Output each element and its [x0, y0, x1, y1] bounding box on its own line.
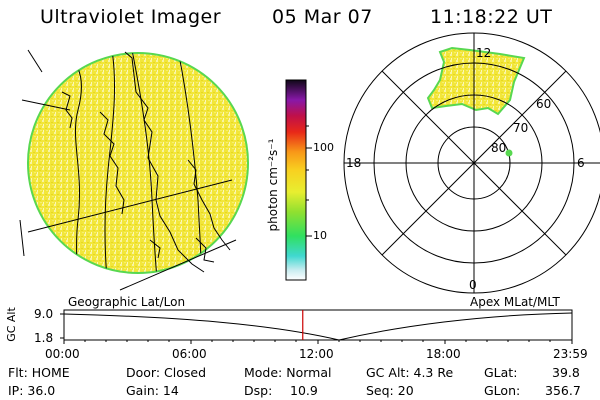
timeline-xtick-0000: 00:00 [45, 347, 80, 361]
colorbar-unit-label: photon cm⁻²s⁻¹ [266, 138, 280, 232]
mlat-label-80: 80 [491, 141, 507, 155]
status-flt: Flt: HOME [8, 365, 70, 380]
apex-panel-label: Apex MLat/MLT [470, 295, 560, 309]
auroral-oval-image [426, 46, 526, 116]
date-label: 05 Mar 07 [272, 6, 373, 28]
colorbar [285, 79, 312, 281]
status-ip: IP: 36.0 [8, 383, 56, 398]
timeline-axis-label: GC Alt [4, 307, 18, 342]
status-dsp-value: 10.9 [290, 383, 318, 398]
colorbar-tick-100: 100 [313, 141, 334, 154]
timeline-xtick-0600: 06:00 [172, 347, 207, 361]
timeline-ytick-1.8: 1.8 [34, 331, 54, 345]
status-mode: Mode: Normal [244, 365, 332, 380]
mlt-label-0: 0 [469, 278, 477, 292]
timeline-xtick-2359: 23:59 [553, 347, 588, 361]
mlt-label-12: 12 [476, 46, 492, 60]
mlt-label-18: 18 [346, 156, 362, 170]
mlat-label-60: 60 [536, 97, 552, 111]
timeline-xtick-1200: 12:00 [299, 347, 334, 361]
timeline-ytick-9: 9.0 [34, 307, 54, 321]
status-dsp: Dsp: [244, 383, 273, 398]
app-title: Ultraviolet Imager [40, 6, 222, 28]
globe-image [19, 49, 249, 291]
polar-plot [343, 32, 600, 294]
colorbar-tick-10: 10 [313, 229, 327, 242]
status-gain: Gain: 14 [126, 383, 179, 398]
status-glat: GLat: [484, 365, 518, 380]
altitude-timeline [60, 309, 573, 344]
mlt-label-6: 6 [577, 156, 585, 170]
geographic-panel-label: Geographic Lat/Lon [68, 295, 186, 309]
status-glon: GLon: [484, 383, 521, 398]
timeline-xtick-1800: 18:00 [426, 347, 461, 361]
mlat-label-70: 70 [513, 121, 529, 135]
status-door: Door: Closed [126, 365, 207, 380]
status-glat-value: 39.8 [552, 365, 580, 380]
time-label: 11:18:22 UT [430, 6, 553, 28]
status-gc-alt: GC Alt: 4.3 Re [366, 365, 454, 380]
status-glon-value: 356.7 [545, 383, 581, 398]
status-seq: Seq: 20 [366, 383, 414, 398]
